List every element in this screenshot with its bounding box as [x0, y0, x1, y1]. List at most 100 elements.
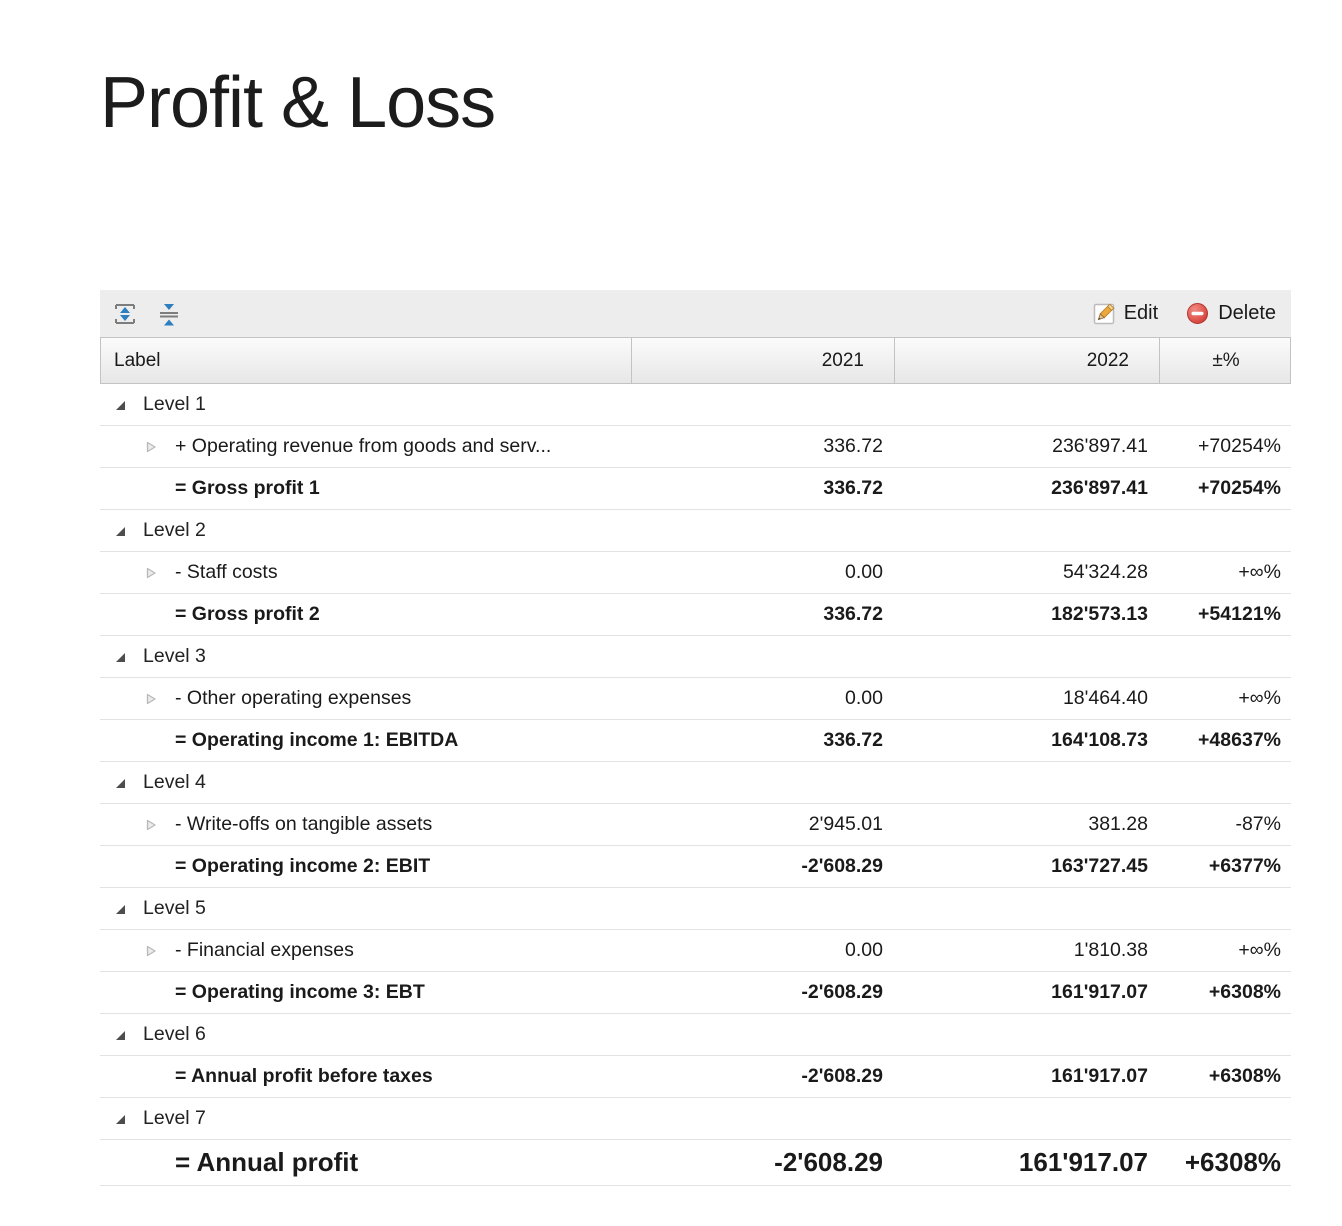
page-title: Profit & Loss [100, 63, 496, 143]
row-label-cell: = Annual profit [100, 1147, 630, 1178]
row-label-cell: - Financial expenses [100, 939, 630, 962]
row-value-pct: +∞% [1238, 687, 1281, 709]
group-row[interactable]: Level 7 [100, 1098, 1291, 1140]
edit-button[interactable]: Edit [1093, 302, 1158, 325]
profit-loss-table: Edit Delete Label [100, 290, 1291, 1186]
row-label: = Gross profit 1 [175, 477, 320, 499]
group-row[interactable]: Level 6 [100, 1014, 1291, 1056]
row-value-2022: 161'917.07 [1018, 1147, 1148, 1177]
row-value-2022: 236'897.41 [1051, 477, 1148, 499]
expand-all-icon [113, 302, 137, 326]
expand-row-icon[interactable] [145, 565, 157, 581]
row-value-pct: +∞% [1238, 561, 1281, 583]
table-row[interactable]: = Operating income 2: EBIT -2'608.29 163'7… [100, 846, 1291, 888]
row-value-pct: +6308% [1208, 1065, 1281, 1087]
row-label: Level 2 [143, 519, 206, 541]
row-label: = Annual profit [175, 1147, 359, 1177]
table-row[interactable]: = Annual profit before taxes -2'608.29 161… [100, 1056, 1291, 1098]
row-label: - Financial expenses [175, 939, 354, 961]
collapse-row-icon[interactable] [113, 1028, 127, 1042]
expand-row-icon[interactable] [145, 691, 157, 707]
table-row[interactable]: = Annual profit -2'608.29 161'917.07 +6308% [100, 1140, 1291, 1186]
expand-row-icon[interactable] [145, 943, 157, 959]
row-value-2021: -2'608.29 [774, 1147, 883, 1177]
table-row[interactable]: - Write-offs on tangible assets 2'945.01 3… [100, 804, 1291, 846]
table-row[interactable]: = Gross profit 2 336.72 182'573.13 +54121% [100, 594, 1291, 636]
row-label: Level 5 [143, 897, 206, 919]
table-row[interactable]: = Operating income 1: EBITDA 336.72 164'10… [100, 720, 1291, 762]
row-value-pct: +48637% [1198, 729, 1281, 751]
table-row[interactable]: - Staff costs 0.00 54'324.28 +∞% [100, 552, 1291, 594]
row-label: = Annual profit before taxes [175, 1065, 433, 1087]
row-value-2022: 182'573.13 [1051, 603, 1148, 625]
collapse-row-icon[interactable] [113, 650, 127, 664]
expand-row-icon[interactable] [145, 439, 157, 455]
row-label-cell: = Operating income 3: EBT [100, 981, 630, 1004]
row-value-pct: +6308% [1208, 981, 1281, 1003]
row-label: + Operating revenue from goods and serv.… [175, 435, 552, 457]
collapse-all-button[interactable] [154, 299, 184, 329]
row-value-2021: -2'608.29 [801, 855, 883, 877]
row-value-pct: +∞% [1238, 939, 1281, 961]
table-row[interactable]: - Financial expenses 0.00 1'810.38 +∞% [100, 930, 1291, 972]
delete-label: Delete [1218, 302, 1276, 324]
row-label-cell: + Operating revenue from goods and serv.… [100, 435, 630, 458]
row-value-pct: +6377% [1208, 855, 1281, 877]
row-label-cell: Level 2 [100, 519, 630, 542]
row-label: = Gross profit 2 [175, 603, 320, 625]
row-label-cell: = Gross profit 2 [100, 603, 630, 626]
group-row[interactable]: Level 2 [100, 510, 1291, 552]
row-label-cell: = Gross profit 1 [100, 477, 630, 500]
row-value-2021: 0.00 [845, 561, 883, 583]
expand-all-button[interactable] [110, 299, 140, 329]
collapse-row-icon[interactable] [113, 902, 127, 916]
row-label-cell: Level 1 [100, 393, 630, 416]
expand-row-icon[interactable] [145, 817, 157, 833]
row-value-2021: 336.72 [823, 477, 883, 499]
table-row[interactable]: = Gross profit 1 336.72 236'897.41 +70254% [100, 468, 1291, 510]
row-value-2021: 336.72 [823, 729, 883, 751]
collapse-row-icon[interactable] [113, 398, 127, 412]
row-label: Level 6 [143, 1023, 206, 1045]
table-body: Level 1 + Operating revenue from goods an… [100, 384, 1291, 1186]
row-label-cell: Level 3 [100, 645, 630, 668]
row-label-cell: Level 5 [100, 897, 630, 920]
collapse-row-icon[interactable] [113, 776, 127, 790]
group-row[interactable]: Level 5 [100, 888, 1291, 930]
row-label: - Other operating expenses [175, 687, 412, 709]
row-label-cell: - Write-offs on tangible assets [100, 813, 630, 836]
table-row[interactable]: - Other operating expenses 0.00 18'464.40 +… [100, 678, 1291, 720]
row-label-cell: = Operating income 2: EBIT [100, 855, 630, 878]
row-value-2022: 381.28 [1088, 813, 1148, 835]
row-label-cell: - Staff costs [100, 561, 630, 584]
column-header-2022: 2022 [894, 338, 1159, 383]
collapse-row-icon[interactable] [113, 524, 127, 538]
collapse-all-icon [157, 302, 181, 326]
delete-minus-icon [1186, 302, 1209, 325]
row-value-2022: 236'897.41 [1052, 435, 1148, 457]
row-value-pct: +6308% [1184, 1147, 1281, 1177]
row-label: = Operating income 3: EBT [175, 981, 425, 1003]
row-label-cell: Level 4 [100, 771, 630, 794]
table-row[interactable]: + Operating revenue from goods and serv.… [100, 426, 1291, 468]
row-label-cell: - Other operating expenses [100, 687, 630, 710]
column-header-2021: 2021 [631, 338, 894, 383]
row-value-pct: -87% [1235, 813, 1281, 835]
table-row[interactable]: = Operating income 3: EBT -2'608.29 161'91… [100, 972, 1291, 1014]
table-header: Label 2021 2022 ±% [100, 337, 1291, 384]
row-label: Level 4 [143, 771, 206, 793]
group-row[interactable]: Level 3 [100, 636, 1291, 678]
row-value-2022: 18'464.40 [1062, 687, 1148, 709]
collapse-row-icon[interactable] [113, 1112, 127, 1126]
row-label: - Write-offs on tangible assets [175, 813, 433, 835]
row-label-cell: Level 7 [100, 1107, 630, 1130]
row-value-2022: 164'108.73 [1051, 729, 1148, 751]
row-value-2022: 161'917.07 [1051, 981, 1148, 1003]
row-label: - Staff costs [175, 561, 278, 583]
delete-button[interactable]: Delete [1186, 302, 1276, 325]
row-value-2021: 0.00 [845, 687, 883, 709]
row-value-pct: +70254% [1198, 477, 1281, 499]
row-label: Level 7 [143, 1107, 206, 1129]
group-row[interactable]: Level 1 [100, 384, 1291, 426]
group-row[interactable]: Level 4 [100, 762, 1291, 804]
